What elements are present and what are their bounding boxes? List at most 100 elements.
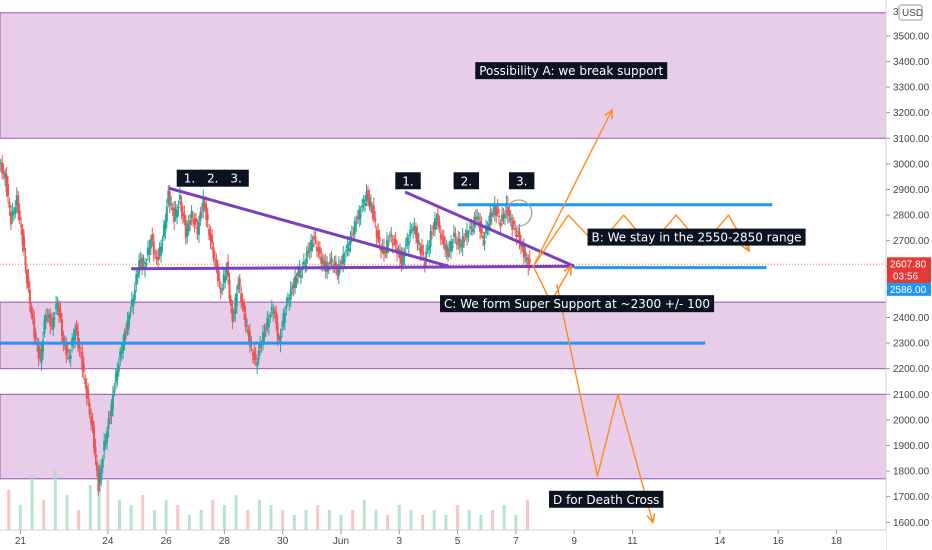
candle-body — [289, 289, 292, 301]
candle-body — [231, 307, 234, 322]
candle-body — [501, 214, 504, 221]
candle-body — [436, 213, 439, 222]
candle-body — [206, 214, 209, 221]
candle-body — [229, 299, 232, 307]
candle-body — [196, 227, 199, 235]
resistance-line — [168, 186, 450, 268]
candle-body — [464, 233, 467, 235]
volume-bar — [42, 500, 46, 530]
candle-body — [470, 226, 473, 228]
candle-body — [246, 325, 249, 327]
candle-body — [91, 419, 94, 426]
candle-body — [409, 230, 412, 237]
projection-path — [532, 109, 613, 267]
y-tick-label: 3200.00 — [893, 108, 930, 119]
volume-bar — [18, 505, 22, 530]
candle-body — [11, 210, 14, 217]
volume-bar — [491, 510, 495, 530]
candle-body — [222, 274, 225, 283]
time-axis[interactable]: 21 24 26 28 30 Jun 3 5 7 9 11 14 16 18 — [15, 530, 843, 547]
candle-body — [117, 364, 120, 372]
arrowhead-icon — [604, 108, 613, 120]
candle-body — [358, 209, 361, 220]
candle-body — [192, 219, 195, 221]
candle-body — [157, 256, 160, 261]
candle-body — [298, 268, 301, 274]
volume-bar — [257, 500, 261, 530]
candle-body — [460, 245, 463, 247]
x-tick-label: 21 — [15, 536, 27, 547]
candle-body — [340, 260, 343, 265]
candle-body — [145, 262, 148, 265]
candle-body — [106, 430, 109, 443]
candle-body — [197, 221, 200, 235]
candle-body — [264, 326, 267, 331]
candle-body — [43, 319, 46, 334]
candle-body — [219, 287, 222, 293]
candle-body — [417, 241, 420, 245]
candle-body — [235, 293, 238, 307]
x-tick-label: 24 — [102, 536, 114, 547]
wave-marker-box — [453, 172, 480, 190]
candle-body — [189, 219, 192, 224]
volume-bar — [106, 480, 110, 530]
candle-body — [211, 235, 214, 244]
volume-bar — [374, 510, 378, 530]
candle-body — [343, 258, 346, 263]
candle-body — [420, 245, 423, 253]
candle-body — [483, 240, 486, 245]
candle-body — [251, 352, 254, 356]
y-tick-label: 2300.00 — [893, 339, 930, 350]
candle-body — [260, 344, 263, 346]
annotations: 1. 2. 3. 1. 2. 3. Possibility A: we break supp… — [176, 62, 806, 508]
candle-body — [133, 290, 136, 300]
projection-path — [556, 284, 654, 523]
candle-body — [317, 247, 320, 251]
candle-body — [165, 206, 168, 222]
candle-body — [75, 325, 78, 331]
candle-body — [254, 354, 257, 360]
candle-body — [435, 222, 438, 225]
wave-marker-text: 3. — [516, 174, 527, 188]
y-tick-label: 1900.00 — [893, 441, 930, 452]
arrowhead-icon — [646, 513, 656, 525]
candle-body — [199, 212, 202, 221]
y-tick-label: 1700.00 — [893, 492, 930, 503]
candle-body — [444, 244, 447, 250]
price-zones — [0, 12, 887, 480]
countdown-label: 03:56 — [893, 271, 918, 282]
volume-bar — [421, 515, 425, 530]
candle-body — [213, 258, 216, 260]
currency-badge[interactable] — [898, 4, 923, 21]
candle-body — [56, 302, 59, 310]
candle-body — [353, 220, 356, 235]
candle-body — [349, 235, 352, 246]
candle-body — [23, 236, 26, 251]
candle-body — [301, 268, 304, 271]
candle-body — [269, 315, 272, 318]
candle-body — [194, 218, 197, 223]
candle-body — [270, 307, 273, 311]
candle-body — [88, 403, 91, 415]
wave-marker-box — [176, 169, 203, 187]
candle-body — [161, 243, 164, 245]
volume-bar — [304, 510, 308, 530]
candle-body — [292, 284, 295, 289]
candle-body — [109, 418, 112, 420]
candle-body — [480, 223, 483, 233]
volume-bar — [222, 505, 226, 530]
y-tick-label: 2000.00 — [893, 415, 930, 426]
y-tick-label: 1800.00 — [893, 467, 930, 478]
candle-body — [60, 319, 63, 337]
candle-body — [365, 191, 368, 201]
candle-body — [279, 335, 282, 345]
volume-bar — [246, 510, 250, 530]
candle-body — [487, 223, 490, 229]
candle-body — [178, 195, 181, 200]
candle-body — [110, 403, 113, 417]
volume-bar — [351, 510, 355, 530]
candle-body — [321, 258, 324, 264]
candle-body — [466, 230, 469, 238]
annotation-c-text: C: We form Super Support at ~2300 +/- 10… — [444, 297, 710, 311]
